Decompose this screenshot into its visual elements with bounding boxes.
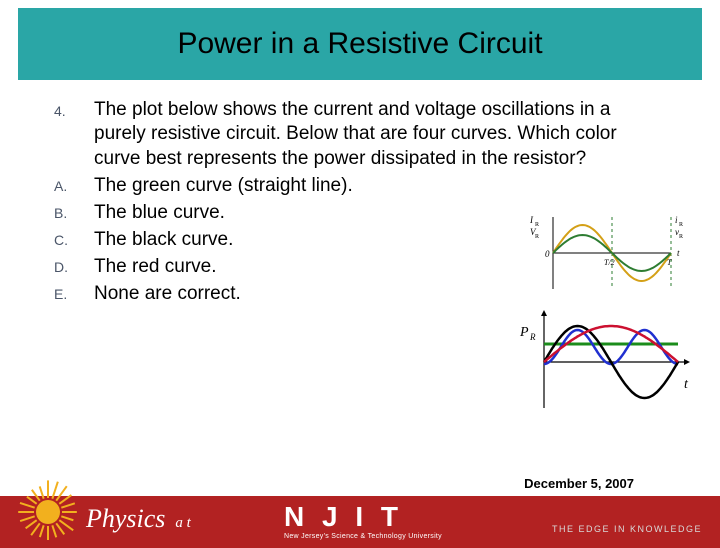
content-area: 4. The plot below shows the current and … [0, 80, 720, 306]
svg-text:P: P [519, 325, 529, 340]
svg-text:T/2: T/2 [604, 258, 615, 267]
sunburst-icon [14, 472, 82, 540]
svg-text:R: R [679, 222, 683, 228]
svg-text:t: t [677, 248, 680, 258]
question-text: The plot below shows the current and vol… [94, 98, 654, 171]
svg-text:R: R [529, 332, 536, 342]
option-label: B. [54, 200, 94, 225]
option-label: D. [54, 254, 94, 279]
iv-plot: IRVR0iRvRT/2Tt [525, 205, 690, 300]
brand-physics: Physics a t [86, 504, 191, 534]
brand-at: a t [175, 515, 190, 531]
svg-text:R: R [535, 234, 539, 240]
option-text: None are correct. [94, 281, 241, 306]
njit-subtitle: New Jersey's Science & Technology Univer… [284, 533, 442, 540]
physics-word: Physics [86, 504, 165, 533]
svg-text:t: t [684, 377, 689, 392]
option-row: A. The green curve (straight line). [54, 173, 690, 198]
option-text: The blue curve. [94, 200, 225, 225]
svg-text:R: R [535, 222, 539, 228]
svg-text:i: i [675, 215, 678, 225]
footer-tagline: THE EDGE IN KNOWLEDGE [552, 524, 702, 534]
svg-text:R: R [679, 234, 683, 240]
option-text: The black curve. [94, 227, 233, 252]
svg-text:I: I [529, 215, 534, 225]
option-text: The green curve (straight line). [94, 173, 353, 198]
question-row: 4. The plot below shows the current and … [54, 98, 690, 171]
njit-letters: N J I T [284, 501, 442, 533]
option-text: The red curve. [94, 254, 217, 279]
option-label: A. [54, 173, 94, 198]
njit-logo: N J I T New Jersey's Science & Technolog… [284, 501, 442, 540]
slide-title: Power in a Resistive Circuit [177, 27, 542, 61]
power-plot: PRt [518, 308, 698, 423]
title-bar: Power in a Resistive Circuit [18, 8, 702, 80]
svg-text:0: 0 [545, 249, 550, 259]
footer: Physics a t N J I T New Jersey's Science … [0, 478, 720, 548]
option-label: C. [54, 227, 94, 252]
svg-text:T: T [667, 258, 672, 267]
question-number: 4. [54, 98, 94, 171]
option-label: E. [54, 281, 94, 306]
